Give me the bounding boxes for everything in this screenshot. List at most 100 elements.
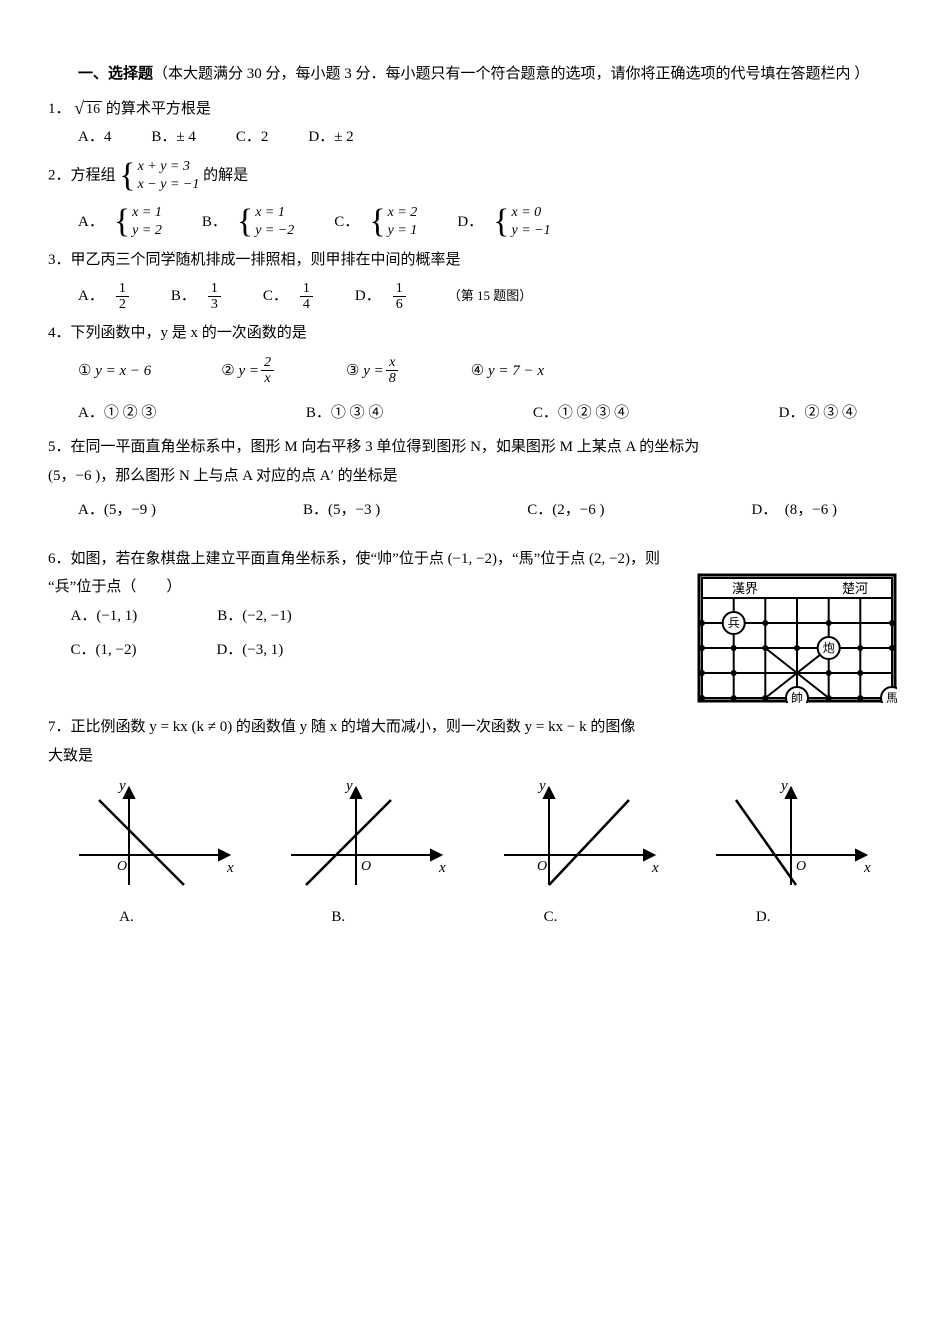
q2-opt-B[interactable]: B． { x = 1 y = −2 <box>202 204 294 240</box>
graph-C-svg: y x O <box>494 780 664 890</box>
q6-opt-C[interactable]: C．(1, −2) <box>71 636 137 665</box>
q4-expr-3: ③ y = x8 <box>346 355 401 387</box>
figure-15-note: （第 15 题图） <box>448 284 533 309</box>
q5-opt-C[interactable]: C．(2，−6 ) <box>527 496 604 525</box>
q4-opt-C[interactable]: C．① ② ③ ④ <box>533 399 629 428</box>
q4-stem: 4．下列函数中，y 是 x 的一次函数的是 <box>48 319 897 348</box>
question-2: 2．方程组 { x + y = 3 x − y = −1 的解是 A． { x … <box>48 158 897 241</box>
svg-text:O: O <box>537 859 547 874</box>
q2-C-eq2: y = 1 <box>388 222 418 240</box>
q3-opt-D[interactable]: D． 16 <box>355 281 408 313</box>
q1-opt-C[interactable]: C．2 <box>236 123 269 152</box>
question-4: 4．下列函数中，y 是 x 的一次函数的是 ① y = x − 6 ② y = … <box>48 319 897 428</box>
graph-D-svg: y x O <box>706 780 876 890</box>
sqrt-16: √ 16 <box>74 99 102 119</box>
svg-text:x: x <box>863 860 871 876</box>
question-7: 7．正比例函数 y = kx (k ≠ 0) 的函数值 y 随 x 的增大而减小… <box>48 713 897 931</box>
q7-label-A: A. <box>119 903 239 932</box>
q7-graph-C[interactable]: y x O C. <box>494 780 664 931</box>
brace-icon: { <box>119 159 135 193</box>
circ-3: ③ <box>346 357 359 386</box>
piece-bing: 兵 <box>728 616 740 630</box>
q6-stem2: “兵”位于点（ ） <box>48 573 677 602</box>
q4-options: A．① ② ③ B．① ③ ④ C．① ② ③ ④ D．② ③ ④ <box>78 399 897 428</box>
chessboard-figure: 漢界 楚河 <box>697 573 897 703</box>
q3-C-label: C． <box>263 282 288 311</box>
svg-text:x: x <box>651 860 659 876</box>
piece-ma: 馬 <box>886 691 897 703</box>
q3-opt-B[interactable]: B． 13 <box>171 281 223 313</box>
q5-options: A．(5，−9 ) B．(5，−3 ) C．(2，−6 ) D． (8，−6 ) <box>78 496 897 525</box>
question-6: 6．如图，若在象棋盘上建立平面直角坐标系，使“帅”位于点 (−1, −2)，“馬… <box>48 545 897 704</box>
graph-A-svg: y x O <box>69 780 239 890</box>
q5-opt-B[interactable]: B．(5，−3 ) <box>303 496 380 525</box>
q5-stem2: (5，−6 )，那么图形 N 上与点 A 对应的点 A′ 的坐标是 <box>48 462 897 491</box>
svg-text:y: y <box>779 780 788 794</box>
q2-D-eq2: y = −1 <box>511 222 550 240</box>
q1-stem: 的算术平方根是 <box>106 101 211 117</box>
section-title-rest: （本大题满分 30 分，每小题 3 分．每小题只有一个符合题意的选项，请你将正确… <box>153 66 869 82</box>
q4-e2-pre: y = <box>238 357 259 386</box>
q3-stem: 3．甲乙丙三个同学随机排成一排照相，则甲排在中间的概率是 <box>48 246 897 275</box>
circ-4: ④ <box>471 357 484 386</box>
q2-opt-C[interactable]: C． { x = 2 y = 1 <box>334 204 417 240</box>
q2-opt-A[interactable]: A． { x = 1 y = 2 <box>78 204 162 240</box>
q1-opt-D[interactable]: D．± 2 <box>308 123 353 152</box>
q2-A-eq1: x = 1 <box>132 204 162 222</box>
question-5: 5．在同一平面直角坐标系中，图形 M 向右平移 3 单位得到图形 N，如果图形 … <box>48 433 897 525</box>
q4-opt-A[interactable]: A．① ② ③ <box>78 399 156 428</box>
q6-opt-D[interactable]: D．(−3, 1) <box>216 636 283 665</box>
q5-opt-D[interactable]: D． (8，−6 ) <box>751 496 837 525</box>
q3-A-label: A． <box>78 282 104 311</box>
q7-graph-A[interactable]: y x O A. <box>69 780 239 931</box>
q2-opt-D[interactable]: D． { x = 0 y = −1 <box>457 204 550 240</box>
q4-e3-pre: y = <box>363 357 384 386</box>
q3-opt-C[interactable]: C． 14 <box>263 281 315 313</box>
q2-stem: 的解是 <box>203 167 248 183</box>
q1-opt-A[interactable]: A．4 <box>78 123 111 152</box>
q2-B-label: B． <box>202 208 227 237</box>
q6-opt-B[interactable]: B．(−2, −1) <box>217 602 291 631</box>
q3-B-label: B． <box>171 282 196 311</box>
q2-B-eq2: y = −2 <box>255 222 294 240</box>
q6-opt-A[interactable]: A．(−1, 1) <box>71 602 138 631</box>
board-label-right: 楚河 <box>842 581 868 596</box>
svg-text:y: y <box>537 780 546 794</box>
origin: O <box>117 859 127 874</box>
q7-graph-D[interactable]: y x O D. <box>706 780 876 931</box>
q7-graph-B[interactable]: y x O B. <box>281 780 451 931</box>
axis-x: x <box>226 860 234 876</box>
q2-B-eq1: x = 1 <box>255 204 294 222</box>
radicand: 16 <box>84 101 102 119</box>
q6-options: A．(−1, 1) B．(−2, −1) C．(1, −2) D．(−3, 1) <box>71 602 678 665</box>
q2-C-label: C． <box>334 208 359 237</box>
q4-expressions: ① y = x − 6 ② y = 2x ③ y = x8 ④ y = 7 − … <box>78 355 897 387</box>
q2-A-eq2: y = 2 <box>132 222 162 240</box>
q2-num: 2．方程组 <box>48 167 119 183</box>
q2-D-label: D． <box>457 208 483 237</box>
q4-e1: y = x − 6 <box>95 357 151 386</box>
q7-graphs: y x O A. y x O B. <box>48 780 897 931</box>
section-title: 一、选择题（本大题满分 30 分，每小题 3 分．每小题只有一个符合题意的选项，… <box>48 60 897 89</box>
piece-pao: 炮 <box>823 641 835 655</box>
q5-opt-A[interactable]: A．(5，−9 ) <box>78 496 156 525</box>
q3-options: A． 12 B． 13 C． 14 D． 16 （第 15 题图） <box>78 281 897 313</box>
q7-label-B: B. <box>331 903 451 932</box>
graph-B-svg: y x O <box>281 780 451 890</box>
q1-num: 1． <box>48 101 71 117</box>
q4-opt-B[interactable]: B．① ③ ④ <box>306 399 384 428</box>
piece-shuai: 帥 <box>791 691 803 703</box>
q3-opt-A[interactable]: A． 12 <box>78 281 131 313</box>
q4-expr-2: ② y = 2x <box>221 355 276 387</box>
q4-expr-1: ① y = x − 6 <box>78 357 151 386</box>
q2-C-eq1: x = 2 <box>388 204 418 222</box>
svg-text:y: y <box>344 780 353 794</box>
circ-1: ① <box>78 357 91 386</box>
q6-stem1: 6．如图，若在象棋盘上建立平面直角坐标系，使“帅”位于点 (−1, −2)，“馬… <box>48 545 897 574</box>
question-1: 1． √ 16 的算术平方根是 A．4 B．± 4 C．2 D．± 2 <box>48 95 897 152</box>
q2-eq2: x − y = −1 <box>138 176 200 194</box>
q4-e4: y = 7 − x <box>488 357 544 386</box>
q1-opt-B[interactable]: B．± 4 <box>151 123 196 152</box>
q4-opt-D[interactable]: D．② ③ ④ <box>779 399 857 428</box>
q2-eq1: x + y = 3 <box>138 158 200 176</box>
